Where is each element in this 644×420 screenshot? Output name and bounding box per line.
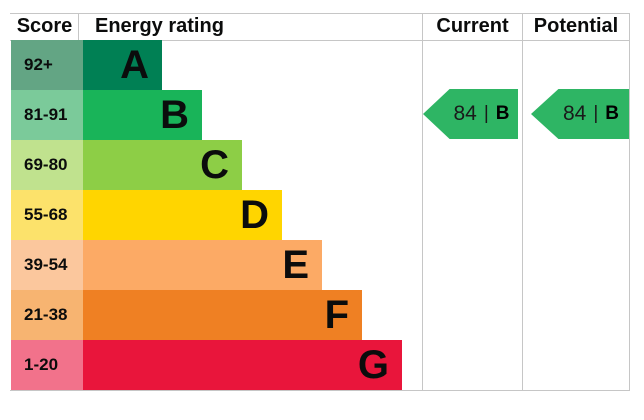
score-rating-separator: | bbox=[593, 103, 599, 124]
score-range-label: 81-91 bbox=[24, 105, 68, 124]
score-cell: 81-91 bbox=[11, 90, 83, 140]
score-range-label: 55-68 bbox=[24, 205, 68, 224]
table-top-border bbox=[10, 13, 629, 14]
score-cell: 1-20 bbox=[11, 340, 83, 390]
band-bar: C bbox=[83, 140, 242, 190]
energy-rating-column-header: Energy rating bbox=[95, 15, 224, 37]
score-column-header: Score bbox=[16, 15, 73, 37]
band-bar: A bbox=[83, 40, 162, 90]
potential-rating-arrow: 84 | B bbox=[531, 89, 629, 139]
band-letter: E bbox=[282, 243, 309, 287]
potential-column-divider bbox=[522, 13, 523, 391]
band-bar: B bbox=[83, 90, 202, 140]
score-range-label: 39-54 bbox=[24, 255, 68, 274]
band-row-d: 55-68 D bbox=[11, 190, 282, 240]
potential-score-value: 84 bbox=[562, 102, 587, 125]
band-row-g: 1-20 G bbox=[11, 340, 402, 390]
current-column-header: Current bbox=[436, 15, 509, 37]
score-range-label: 21-38 bbox=[24, 305, 68, 324]
score-range-label: 1-20 bbox=[24, 355, 59, 374]
score-range-label: 69-80 bbox=[24, 155, 68, 174]
band-bar: E bbox=[83, 240, 322, 290]
band-letter: C bbox=[200, 143, 229, 187]
band-letter: A bbox=[120, 43, 149, 87]
table-right-border bbox=[629, 13, 630, 391]
current-score-value: 84 bbox=[453, 102, 477, 125]
band-row-a: 92+ A bbox=[11, 40, 162, 90]
band-letter: G bbox=[357, 343, 389, 387]
header-underline bbox=[10, 40, 629, 41]
table-bottom-border bbox=[10, 390, 629, 391]
potential-rating-letter: B bbox=[605, 103, 620, 124]
score-cell: 39-54 bbox=[11, 240, 83, 290]
score-column-divider bbox=[78, 13, 79, 41]
score-cell: 55-68 bbox=[11, 190, 83, 240]
band-letter: F bbox=[324, 293, 349, 337]
band-letter: D bbox=[240, 193, 269, 237]
potential-column-header: Potential bbox=[533, 15, 619, 37]
band-row-f: 21-38 F bbox=[11, 290, 362, 340]
current-rating-letter: B bbox=[495, 103, 510, 124]
band-bar: G bbox=[83, 340, 402, 390]
band-bar: D bbox=[83, 190, 282, 240]
band-row-e: 39-54 E bbox=[11, 240, 322, 290]
score-rating-separator: | bbox=[483, 103, 489, 124]
band-letter: B bbox=[160, 93, 189, 137]
score-cell: 21-38 bbox=[11, 290, 83, 340]
score-cell: 69-80 bbox=[11, 140, 83, 190]
score-cell: 92+ bbox=[11, 40, 83, 90]
band-bar: F bbox=[83, 290, 362, 340]
band-row-b: 81-91 B bbox=[11, 90, 202, 140]
band-row-c: 69-80 C bbox=[11, 140, 242, 190]
current-rating-arrow: 84 | B bbox=[423, 89, 518, 139]
current-column-divider bbox=[422, 13, 423, 391]
score-range-label: 92+ bbox=[24, 55, 53, 74]
